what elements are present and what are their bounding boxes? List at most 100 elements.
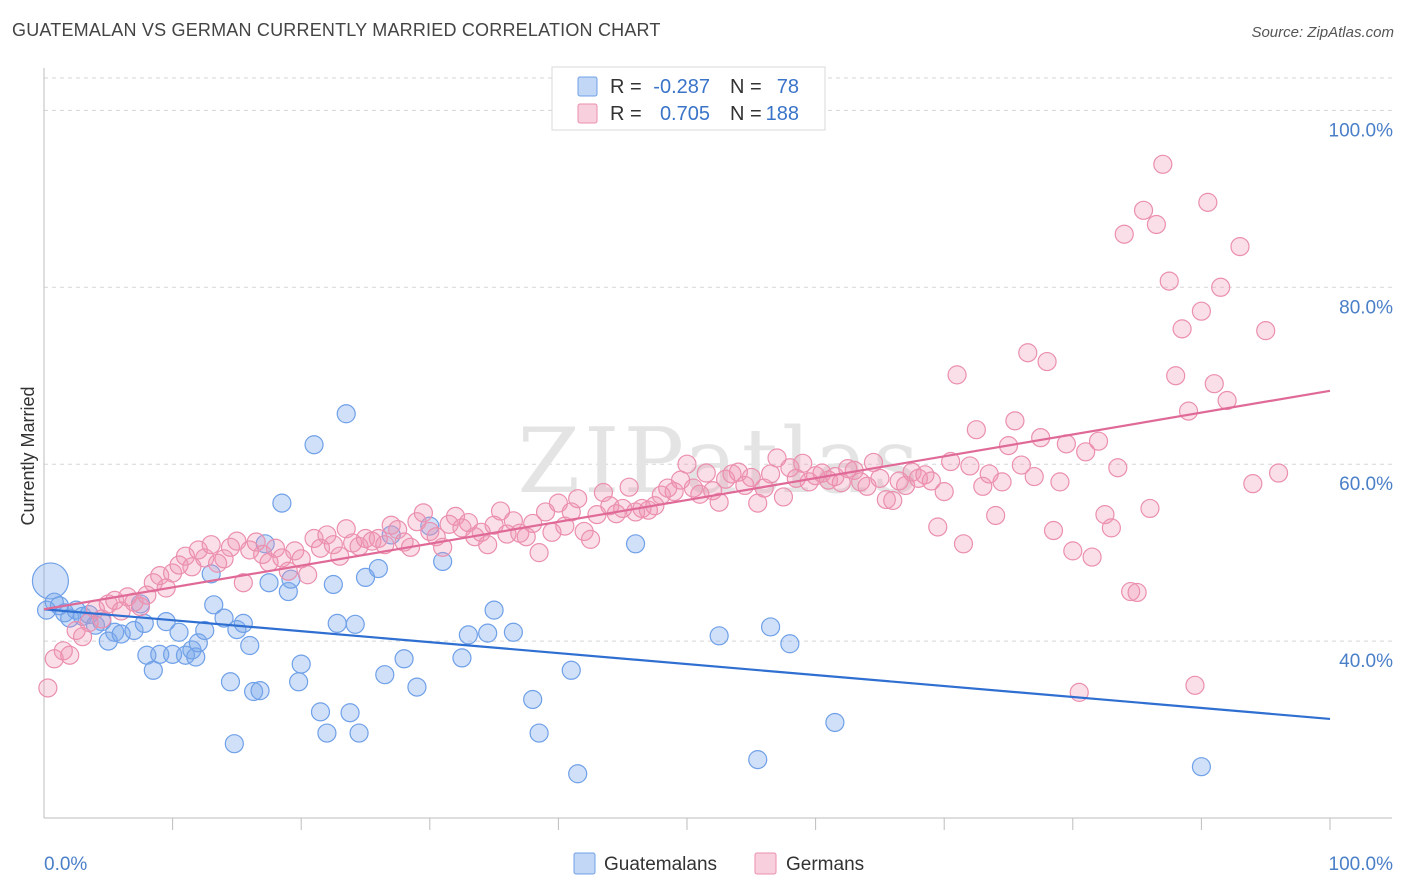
legend-swatch-germans (577, 103, 598, 124)
german-point (163, 563, 183, 583)
guatemalan-point (523, 689, 543, 710)
guatemalan-point (124, 620, 144, 641)
german-point (1043, 520, 1064, 541)
german-point (1191, 301, 1212, 321)
german-point (420, 521, 440, 542)
german-point (60, 645, 80, 665)
german-point (1198, 192, 1218, 212)
guatemalan-point (289, 672, 309, 692)
guatemalan-point (568, 764, 588, 784)
guatemalan-point (433, 551, 453, 572)
y-tick-label: 40.0% (1339, 651, 1393, 672)
german-point (214, 549, 234, 569)
legend-r-value-1: -0.287 (653, 76, 710, 98)
guatemalan-point (407, 677, 427, 697)
legend-r-label-1: R = (610, 76, 642, 98)
german-point (529, 543, 549, 563)
y-tick-label: 80.0% (1339, 297, 1393, 318)
german-point (1076, 442, 1096, 462)
german-point (388, 520, 408, 540)
legend-n-value-1: 78 (777, 76, 799, 98)
bottom-legend-germans: Germans (786, 854, 864, 875)
guatemalan-point (452, 648, 472, 668)
german-point (1243, 474, 1263, 494)
german-point (960, 456, 980, 476)
german-point (478, 535, 498, 555)
german-point (619, 477, 639, 497)
guatemalan-point (323, 574, 343, 595)
german-point (966, 420, 986, 440)
guatemalan-point (394, 649, 414, 669)
guatemalan-point (31, 562, 70, 600)
german-point (1230, 236, 1250, 257)
german-point (883, 490, 903, 511)
guatemalan-point (709, 626, 729, 646)
german-point (38, 678, 58, 698)
series-legend: Guatemalans Germans (573, 852, 864, 875)
german-point (677, 454, 697, 474)
german-point (947, 365, 967, 385)
german-point (1153, 154, 1173, 174)
bottom-legend-swatch-germans (754, 852, 777, 875)
german-point (285, 541, 305, 561)
guatemalan-point (484, 600, 504, 620)
german-point (722, 464, 742, 484)
german-point (1268, 463, 1289, 483)
guatemalan-point (188, 633, 208, 653)
german-point (773, 487, 794, 507)
y-tick-labels: 40.0% 60.0% 80.0% 100.0% (1329, 120, 1394, 672)
german-point (986, 505, 1006, 526)
y-axis-label: Currently Married (18, 386, 38, 525)
german-point (696, 463, 716, 483)
german-point (490, 501, 511, 521)
german-point (130, 596, 151, 617)
german-point (1159, 271, 1179, 291)
legend-r-label-2: R = (610, 103, 642, 125)
axes (43, 68, 1392, 830)
german-point (317, 525, 337, 545)
guatemalan-point (169, 622, 189, 642)
legend-n-value-2: 188 (766, 103, 799, 125)
german-point (188, 540, 208, 560)
german-point (780, 458, 800, 478)
guatemalan-point (195, 620, 215, 641)
guatemalan-point (250, 681, 270, 701)
guatemalan-point (304, 435, 324, 455)
legend-r-value-2: 0.705 (660, 103, 710, 125)
german-point (1211, 277, 1231, 297)
guatemalan-point (748, 750, 768, 770)
german-point (574, 521, 594, 542)
german-point (760, 464, 781, 484)
german-point (953, 534, 974, 554)
guatemalan-point (349, 723, 369, 743)
chart-title: GUATEMALAN VS GERMAN CURRENTLY MARRIED C… (12, 20, 661, 40)
german-point (1217, 390, 1237, 411)
german-point (1166, 366, 1186, 386)
chart-source: Source: ZipAtlas.com (1251, 24, 1394, 41)
germans-trend-line (43, 389, 1331, 611)
german-point (1133, 200, 1154, 220)
german-point (741, 467, 761, 488)
german-point (928, 517, 948, 537)
german-point (1204, 374, 1224, 394)
legend-n-label-1: N = (730, 76, 762, 98)
guatemalan-point (458, 625, 478, 645)
german-point (233, 573, 253, 593)
german-point (1018, 343, 1038, 363)
german-point (767, 448, 787, 468)
bottom-legend-swatch-guatemalans (573, 852, 596, 875)
german-point (1031, 428, 1051, 448)
guatemalan-point (336, 404, 356, 424)
german-point (1024, 466, 1044, 487)
guatemalan-point (310, 702, 331, 722)
german-point (1101, 518, 1121, 538)
german-point (298, 565, 318, 585)
guatemalan-point (340, 703, 360, 723)
german-point (201, 535, 221, 555)
guatemalan-point (760, 617, 781, 637)
guatemalan-point (825, 712, 845, 733)
guatemalan-point (327, 613, 347, 634)
german-point (1011, 455, 1031, 475)
guatemalan-point (529, 723, 549, 743)
german-point (458, 512, 478, 533)
